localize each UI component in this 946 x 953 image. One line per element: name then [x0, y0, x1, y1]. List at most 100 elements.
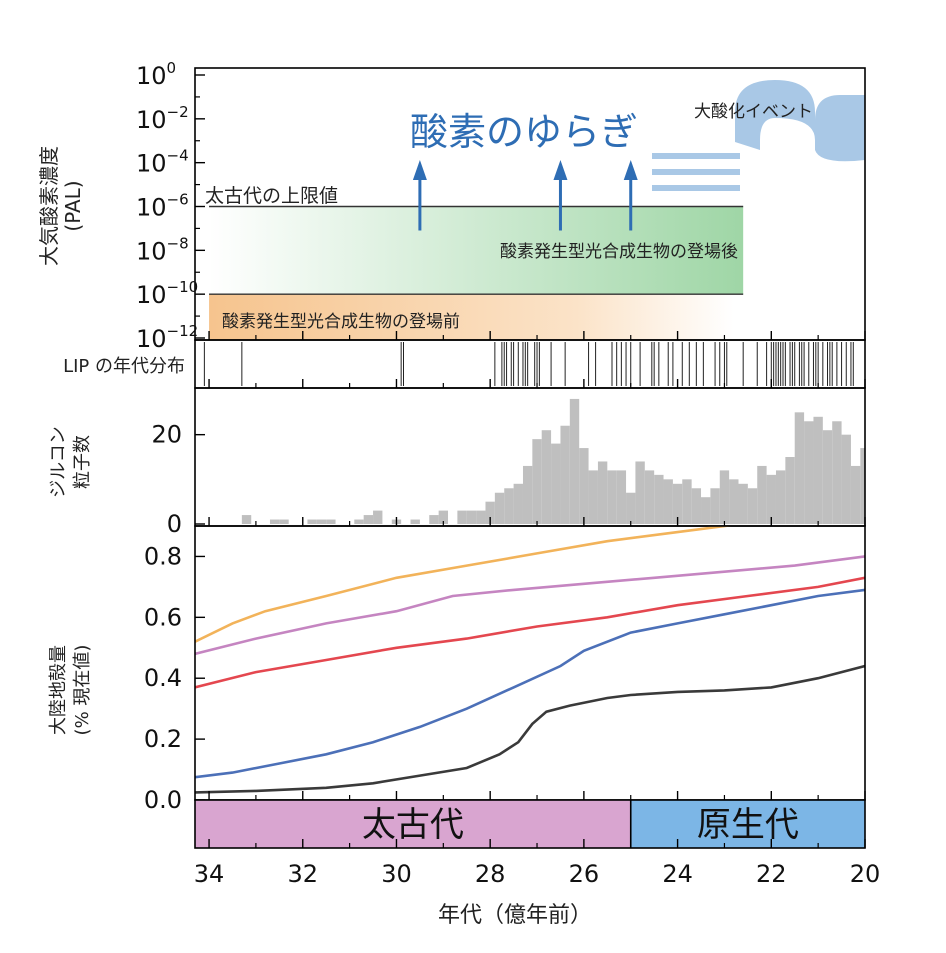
lip-events — [203, 342, 854, 386]
tick-base: 10 — [136, 237, 167, 265]
zircon-bar — [579, 448, 589, 524]
y-label-line: 粒子数 — [72, 435, 93, 489]
zircon-bar — [841, 434, 851, 524]
goe-arch — [735, 80, 865, 162]
y-label-line: ジルコン — [48, 426, 69, 498]
zircon-y-label: ジルコン 粒子数 — [48, 426, 93, 498]
y-tick-label: 0.4 — [144, 664, 182, 692]
zircon-bar — [429, 515, 439, 524]
zircon-bar — [457, 510, 467, 524]
y-tick-label: 0.6 — [144, 603, 182, 631]
zircon-bar — [701, 497, 711, 524]
goe-stripe — [652, 169, 740, 175]
zircon-bar — [438, 510, 449, 524]
upper-limit-label: 太古代の上限値 — [205, 185, 338, 207]
x-tick-label: 26 — [569, 860, 600, 888]
zircon-y-axis: 0 20 — [151, 421, 205, 538]
x-tick-label: 22 — [756, 860, 787, 888]
y-label-line: 大陸地殻量 — [48, 645, 69, 735]
eon-segment — [195, 800, 631, 848]
zircon-bar — [663, 479, 673, 524]
zircon-bar — [241, 515, 252, 524]
zircon-bar — [813, 416, 823, 524]
zircon-bar — [269, 519, 280, 524]
zircon-bar — [635, 461, 645, 524]
x-tick-label: 24 — [662, 860, 693, 888]
zircon-bar — [785, 457, 795, 524]
zircon-bar — [588, 470, 598, 524]
zircon-bar — [710, 488, 720, 524]
zircon-bar — [466, 510, 477, 524]
eon-panel: 太古代 原生代 34 32 30 28 26 24 22 20 年代（億年前） — [194, 331, 880, 928]
band-before-photosynthesis — [209, 294, 734, 340]
eon-segments: 太古代 原生代 — [195, 800, 865, 848]
zircon-bars — [241, 398, 865, 524]
y-tick-label: 10−4 — [136, 147, 189, 178]
fluctuation-arrows — [412, 160, 638, 231]
x-tick-label: 20 — [850, 860, 881, 888]
zircon-bar — [672, 483, 683, 524]
tick-base: 10 — [136, 106, 167, 134]
x-tick-label: 32 — [287, 860, 318, 888]
zircon-bar — [832, 421, 842, 524]
y-label-line: (PAL) — [61, 180, 85, 231]
zircon-bar — [363, 515, 374, 524]
y-tick-label: 20 — [151, 421, 182, 449]
eon-frame — [194, 799, 866, 849]
tick-base: 10 — [136, 281, 167, 309]
tick-base: 10 — [136, 325, 167, 353]
zircon-bar — [532, 439, 542, 524]
fluctuation-label: 酸素のゆらぎ — [410, 110, 638, 154]
x-tick-label: 34 — [194, 860, 225, 888]
zircon-bar — [738, 483, 748, 524]
zircon-bar — [691, 488, 702, 524]
zircon-bar — [513, 483, 523, 524]
zircon-bar — [410, 519, 420, 524]
continental-panel: 0.0 0.2 0.4 0.6 0.8 大陸地殻量 (% 現在値) — [48, 525, 866, 814]
zircon-bar — [551, 443, 561, 524]
zircon-bar — [560, 425, 570, 524]
eon-label: 原生代 — [697, 805, 799, 845]
continental-series-line — [195, 664, 865, 794]
x-axis-label: 年代（億年前） — [438, 903, 592, 928]
fluctuation-arrow-head — [553, 160, 568, 180]
continental-y-axis: 0.0 0.2 0.4 0.6 0.8 — [144, 542, 205, 814]
continental-series-line — [195, 588, 865, 779]
zircon-bar — [794, 412, 805, 524]
continental-series-line — [195, 576, 865, 689]
zircon-bar — [757, 465, 767, 524]
tick-exponent: −6 — [167, 191, 189, 209]
y-tick-label: 10−2 — [136, 103, 189, 134]
x-tick-label: 30 — [381, 860, 412, 888]
zircon-bar — [485, 501, 495, 524]
zircon-bar — [607, 470, 617, 524]
zircon-panel: 0 20 ジルコン 粒子数 — [48, 387, 866, 538]
before-photosynthesis-label: 酸素発生型光合成生物の登場前 — [222, 312, 460, 332]
tick-exponent: 0 — [167, 59, 177, 77]
tick-exponent: −12 — [167, 322, 199, 340]
tick-base: 10 — [136, 194, 167, 222]
zircon-bar — [316, 519, 327, 524]
goe-stripe — [652, 185, 740, 191]
zircon-bar — [775, 470, 786, 524]
y-tick-label: 0.2 — [144, 725, 182, 753]
zircon-bar — [766, 474, 776, 524]
zircon-bar — [804, 421, 814, 524]
y-label-line: 大気酸素濃度 — [37, 146, 61, 266]
zircon-bar — [373, 510, 383, 524]
continental-series — [195, 526, 865, 794]
continental-series-line — [195, 526, 735, 643]
eon-segment — [630, 800, 865, 848]
zircon-bar — [747, 488, 758, 524]
lip-frame — [194, 339, 866, 389]
zircon-bar — [719, 470, 730, 524]
x-tick-label: 28 — [475, 860, 506, 888]
y-tick-label: 0.0 — [144, 786, 182, 814]
y-tick-label: 0.8 — [144, 542, 182, 570]
y-tick-label: 10−6 — [136, 191, 189, 222]
zircon-bar — [307, 519, 317, 524]
zircon-bar — [616, 470, 627, 524]
